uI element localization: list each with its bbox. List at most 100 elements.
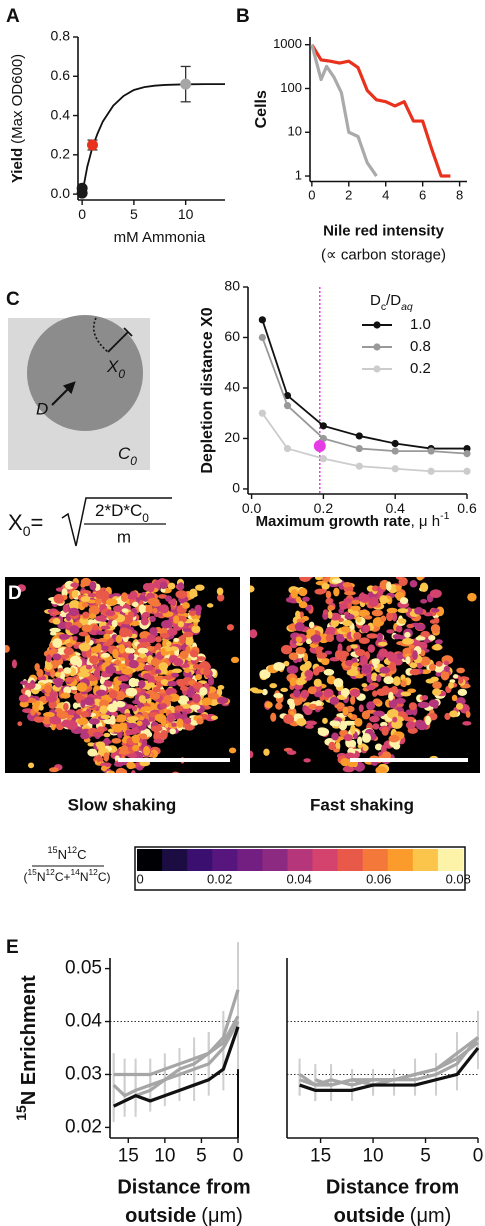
cell <box>84 634 91 644</box>
cell <box>391 612 398 622</box>
cell <box>404 631 411 638</box>
cell <box>295 646 306 655</box>
point <box>427 447 435 455</box>
x-tick-label: 5 <box>130 206 138 222</box>
cell <box>116 714 127 722</box>
cell <box>179 685 189 692</box>
cell <box>285 547 292 554</box>
cell <box>415 623 426 631</box>
cell <box>53 593 65 604</box>
y-tick-label: 0.2 <box>51 146 71 162</box>
cell <box>103 633 111 640</box>
point <box>283 391 292 400</box>
cell <box>138 652 146 659</box>
x-axis-label: outside (μm) <box>125 1205 243 1226</box>
legend-dot <box>373 365 381 373</box>
cell <box>54 708 63 713</box>
cell <box>69 655 81 666</box>
cell <box>175 590 188 599</box>
cell <box>173 637 180 642</box>
cell <box>122 653 129 659</box>
cell <box>432 688 442 696</box>
colorbar-swatch <box>187 849 213 871</box>
cell <box>177 582 185 590</box>
cell <box>126 738 132 743</box>
cell <box>167 680 178 687</box>
y-tick-label: 0.8 <box>51 28 71 44</box>
cell <box>386 581 392 591</box>
cell <box>455 702 464 710</box>
series-line <box>310 44 378 177</box>
text: 15 <box>47 845 57 855</box>
cell <box>423 612 433 617</box>
cell <box>111 737 122 744</box>
point <box>355 432 363 440</box>
panel-label: E <box>6 937 19 958</box>
cell <box>286 665 299 675</box>
sqrt-sign <box>61 497 172 547</box>
cell <box>366 633 378 639</box>
cell <box>169 650 175 655</box>
cell <box>159 604 169 614</box>
cell <box>177 679 187 688</box>
text: 0 <box>130 454 137 468</box>
cell <box>66 720 78 731</box>
x-tick-label: 0 <box>473 1145 484 1166</box>
cell <box>250 629 258 639</box>
point <box>319 422 327 430</box>
cell <box>388 734 400 743</box>
cell <box>314 577 323 581</box>
cell <box>429 589 442 599</box>
cell <box>191 625 201 634</box>
cell <box>386 651 395 659</box>
cell <box>127 611 135 619</box>
text: 12 <box>89 867 99 877</box>
cell <box>96 630 107 635</box>
cell <box>59 654 70 659</box>
point <box>258 409 266 417</box>
cell <box>358 593 370 603</box>
cell <box>177 695 190 705</box>
series-line <box>112 1015 240 1098</box>
cell <box>89 655 99 664</box>
y-tick-label: 0.05 <box>65 958 102 979</box>
cell <box>74 693 81 701</box>
cell <box>458 676 464 684</box>
cell <box>109 715 116 725</box>
cell <box>216 587 224 596</box>
cell <box>419 656 431 666</box>
cell <box>415 720 428 731</box>
point <box>427 467 435 475</box>
point <box>258 333 266 342</box>
cell <box>381 726 389 736</box>
cell <box>376 688 388 696</box>
x-axis-sublabel: (∝ carbon storage) <box>321 246 446 263</box>
point <box>283 402 292 410</box>
cell <box>163 695 173 701</box>
cell <box>383 676 394 685</box>
cell <box>189 704 201 711</box>
cell <box>406 623 415 629</box>
series-line <box>314 1036 479 1087</box>
text: 0 <box>23 523 31 539</box>
cell <box>371 609 384 617</box>
cell <box>372 690 378 697</box>
text: 0 <box>142 511 149 525</box>
cell <box>451 694 458 702</box>
cell <box>80 732 90 740</box>
cell <box>397 618 407 624</box>
cell <box>310 561 319 566</box>
cell <box>462 721 472 726</box>
cell <box>465 710 471 718</box>
cell <box>386 629 395 634</box>
cell <box>425 715 431 726</box>
legend-dot <box>373 343 381 351</box>
cell <box>372 698 381 705</box>
cell <box>332 778 337 783</box>
cell <box>179 634 187 645</box>
cell <box>368 596 379 607</box>
cell <box>323 668 335 676</box>
legend-label: 0.2 <box>410 360 431 377</box>
cell <box>80 577 92 587</box>
